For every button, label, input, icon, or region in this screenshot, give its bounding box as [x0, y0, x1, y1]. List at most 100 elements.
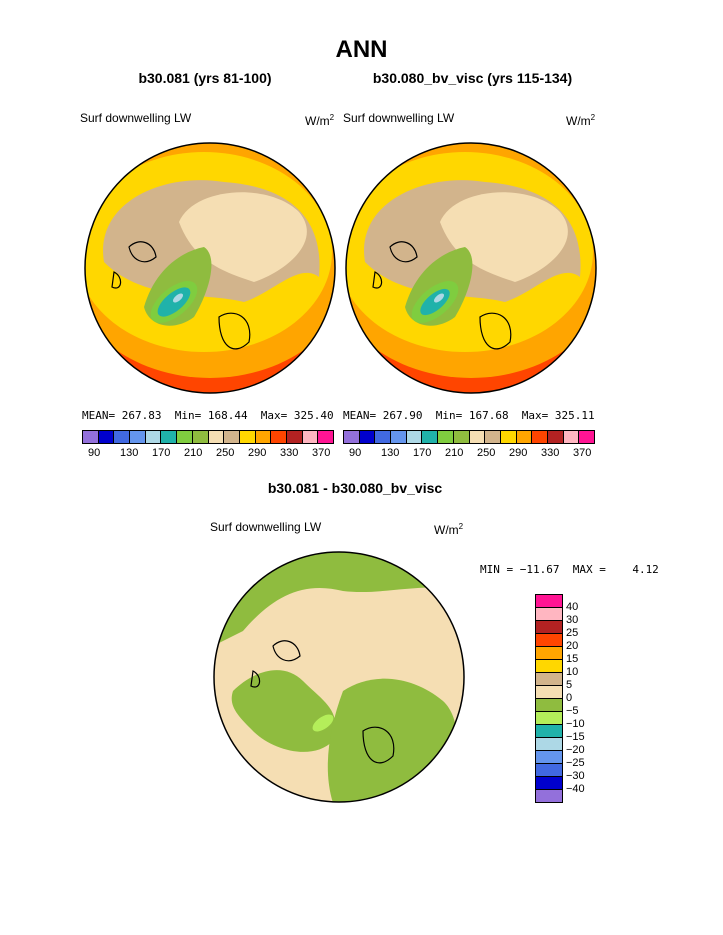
right-colorbar [343, 430, 595, 444]
left-subtitle: b30.081 (yrs 81-100) [138, 70, 272, 86]
left-coastlines [111, 241, 251, 350]
colorbar-swatch [579, 431, 594, 443]
diff-band-north [214, 552, 464, 646]
colorbar-tick: 330 [280, 447, 299, 459]
diff-unit: W/m2 [434, 522, 464, 537]
colorbar-swatch [98, 431, 115, 443]
colorbar-swatch [208, 431, 225, 443]
colorbar-swatch [161, 431, 178, 443]
diff-colorbar-swatch [536, 725, 562, 738]
colorbar-swatch [145, 431, 162, 443]
colorbar-tick: 370 [573, 447, 592, 459]
diff-band-light [312, 714, 334, 732]
right-unit: W/m2 [566, 113, 596, 128]
right-map-border [345, 142, 597, 394]
colorbar-swatch [547, 431, 564, 443]
left-greenland-core [173, 293, 183, 303]
diff-colorbar-tick: 30 [566, 614, 579, 626]
diff-subtitle: b30.081 - b30.080_bv_visc [267, 480, 443, 496]
diff-colorbar-tick: −40 [566, 783, 585, 795]
diff-colorbar-tick: 5 [566, 679, 573, 691]
colorbar-swatch [344, 431, 360, 443]
colorbar-swatch [469, 431, 486, 443]
colorbar-tick: 130 [381, 447, 400, 459]
colorbar-tick: 210 [184, 447, 203, 459]
diff-colorbar-swatch [536, 764, 562, 777]
colorbar-tick: 90 [349, 447, 362, 459]
right-coastlines [372, 241, 512, 350]
left-polar-map [84, 142, 336, 394]
colorbar-swatch [114, 431, 131, 443]
diff-stats: MIN = −11.67 MAX = 4.12 [480, 563, 659, 576]
diff-colorbar-swatch [536, 673, 562, 686]
colorbar-tick: 170 [152, 447, 171, 459]
diff-colorbar-swatch [536, 699, 562, 712]
diff-colorbar-tick: −5 [566, 705, 579, 717]
diff-colorbar-tick: −20 [566, 744, 585, 756]
colorbar-swatch [239, 431, 256, 443]
diff-colorbar-tick: 40 [566, 601, 579, 613]
colorbar-swatch [177, 431, 193, 443]
diff-colorbar-swatch [536, 608, 562, 621]
diff-colorbar-tick: −15 [566, 731, 585, 743]
colorbar-tick: 370 [312, 447, 331, 459]
colorbar-tick: 210 [445, 447, 464, 459]
colorbar-tick: 330 [541, 447, 560, 459]
diff-field-label: Surf downwelling LW [210, 520, 322, 534]
diff-coastlines [250, 640, 395, 764]
colorbar-swatch [255, 431, 272, 443]
diff-colorbar-swatch [536, 686, 562, 699]
diff-colorbar-swatch [536, 634, 562, 647]
colorbar-swatch [391, 431, 407, 443]
diff-colorbar-swatch [536, 738, 562, 751]
colorbar-swatch [422, 431, 439, 443]
colorbar-swatch [83, 431, 99, 443]
diff-colorbar [535, 594, 563, 803]
right-stats: MEAN= 267.90 Min= 167.68 Max= 325.11 [343, 409, 595, 422]
colorbar-swatch [130, 431, 146, 443]
diff-colorbar-tick: 10 [566, 666, 579, 678]
left-unit: W/m2 [305, 113, 335, 128]
colorbar-tick: 170 [413, 447, 432, 459]
colorbar-swatch [286, 431, 303, 443]
diff-colorbar-tick: −25 [566, 757, 585, 769]
left-map-border [84, 142, 336, 394]
diff-colorbar-tick: 20 [566, 640, 579, 652]
colorbar-swatch [192, 431, 209, 443]
colorbar-swatch [318, 431, 333, 443]
colorbar-swatch [563, 431, 580, 443]
diff-colorbar-swatch [536, 621, 562, 634]
colorbar-swatch [485, 431, 501, 443]
page-title: ANN [335, 36, 388, 63]
diff-colorbar-tick: −10 [566, 718, 585, 730]
colorbar-swatch [224, 431, 240, 443]
right-polar-map [345, 142, 597, 394]
diff-colorbar-swatch [536, 712, 562, 725]
right-colorbar-ticks: 90 130 170 210 250 290 330 370 [349, 447, 609, 459]
diff-band-west [231, 670, 336, 752]
diff-colorbar-tick: 0 [566, 692, 573, 704]
diff-colorbar-swatch [536, 595, 562, 608]
right-greenland-core [434, 293, 444, 303]
diff-colorbar-tick: −30 [566, 770, 585, 782]
diff-colorbar-swatch [536, 660, 562, 673]
diff-map-border [213, 551, 465, 803]
diff-colorbar-swatch [536, 647, 562, 660]
right-subtitle: b30.080_bv_visc (yrs 115-134) [372, 70, 573, 86]
colorbar-tick: 250 [477, 447, 496, 459]
diff-colorbar-swatch [536, 751, 562, 764]
colorbar-swatch [406, 431, 423, 443]
colorbar-swatch [516, 431, 533, 443]
diff-colorbar-tick: 15 [566, 653, 579, 665]
colorbar-swatch [302, 431, 319, 443]
left-colorbar-ticks: 90 130 170 210 250 290 330 370 [88, 447, 348, 459]
left-field-label: Surf downwelling LW [80, 111, 192, 125]
colorbar-tick: 130 [120, 447, 139, 459]
colorbar-swatch [375, 431, 392, 443]
colorbar-swatch [359, 431, 376, 443]
diff-colorbar-swatch [536, 790, 562, 802]
colorbar-tick: 290 [248, 447, 267, 459]
right-field-label: Surf downwelling LW [343, 111, 455, 125]
left-stats: MEAN= 267.83 Min= 168.44 Max= 325.40 [82, 409, 334, 422]
colorbar-tick: 250 [216, 447, 235, 459]
